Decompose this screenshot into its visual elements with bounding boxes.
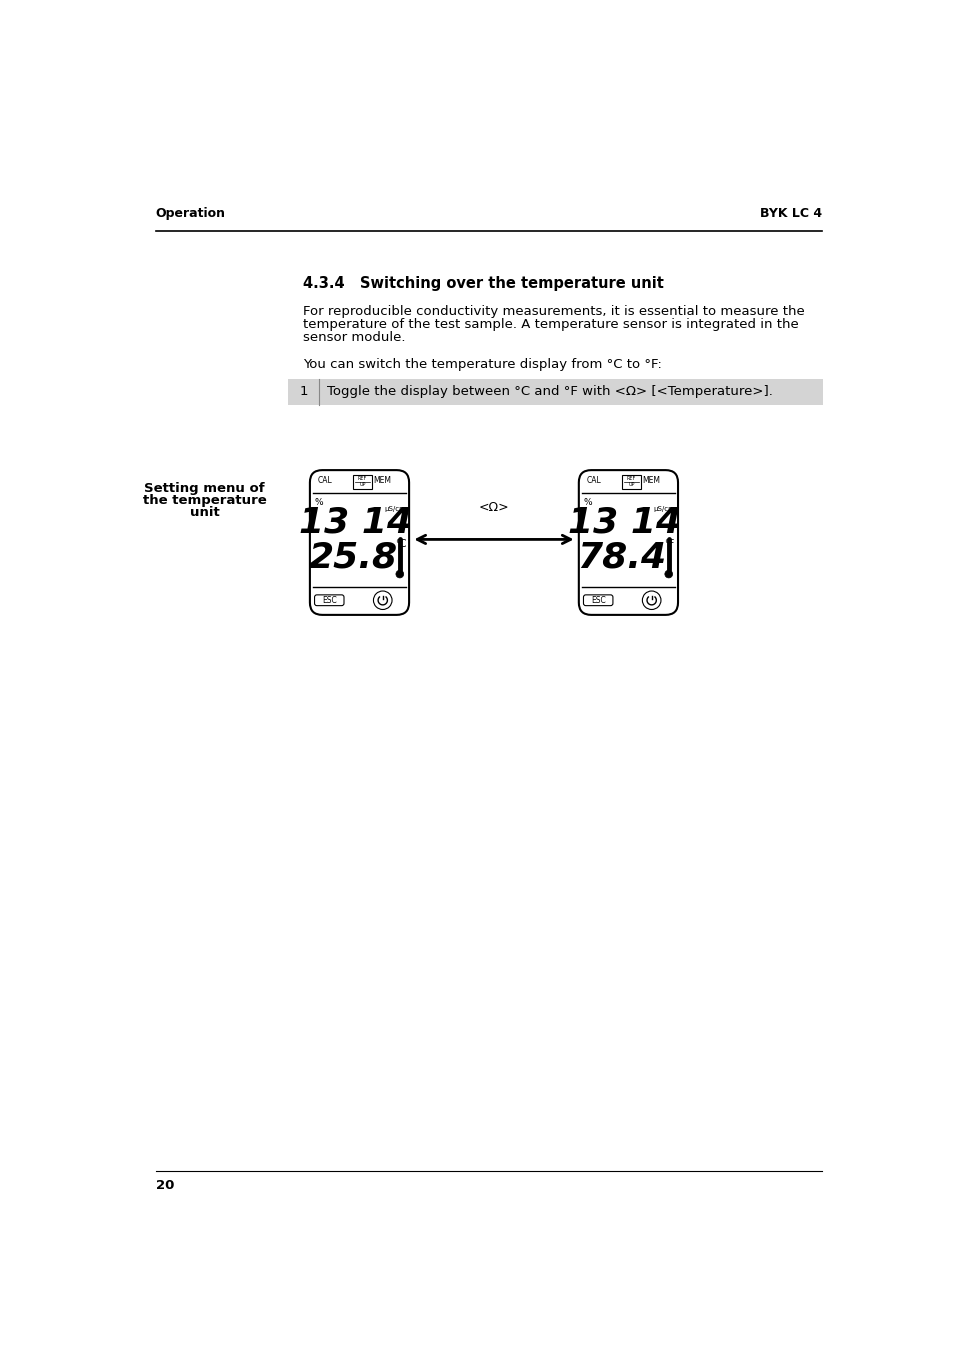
Text: Operation: Operation [155, 207, 226, 220]
Text: REF: REF [626, 477, 636, 481]
Text: μS/cm: μS/cm [384, 505, 406, 512]
Text: 78.4: 78.4 [578, 540, 666, 576]
Bar [288, 380, 822, 405]
Text: <Ω>: <Ω> [477, 501, 508, 513]
Text: 13 14: 13 14 [298, 505, 412, 539]
FancyBboxPatch shape [621, 474, 640, 489]
Text: You can switch the temperature display from °C to °F:: You can switch the temperature display f… [303, 358, 661, 372]
Text: CAL: CAL [317, 477, 333, 485]
Circle shape [395, 570, 403, 578]
Text: unit: unit [190, 507, 219, 519]
Text: BYK LC 4: BYK LC 4 [760, 207, 821, 220]
FancyBboxPatch shape [583, 594, 612, 605]
Circle shape [664, 570, 672, 578]
Text: sensor module.: sensor module. [303, 331, 405, 343]
Text: REF: REF [357, 477, 367, 481]
FancyBboxPatch shape [310, 470, 409, 615]
FancyBboxPatch shape [353, 474, 372, 489]
Text: Setting menu of: Setting menu of [144, 482, 265, 494]
Text: temperature of the test sample. A temperature sensor is integrated in the: temperature of the test sample. A temper… [303, 317, 798, 331]
Text: °C: °C [395, 539, 406, 550]
Text: ESC: ESC [322, 596, 337, 605]
Text: %: % [314, 497, 323, 507]
Text: UP: UP [628, 482, 634, 486]
Text: °F: °F [663, 539, 674, 550]
FancyBboxPatch shape [578, 470, 678, 615]
Text: Toggle the display between °C and °F with <Ω> [<Temperature>].: Toggle the display between °C and °F wit… [327, 385, 772, 397]
Text: MEM: MEM [642, 477, 660, 485]
Text: 4.3.4   Switching over the temperature unit: 4.3.4 Switching over the temperature uni… [303, 276, 663, 290]
Text: μS/cm: μS/cm [653, 505, 674, 512]
Text: the temperature: the temperature [143, 494, 266, 507]
Text: CAL: CAL [586, 477, 601, 485]
Text: ESC: ESC [591, 596, 606, 605]
Text: MEM: MEM [374, 477, 392, 485]
Text: 20: 20 [155, 1179, 173, 1193]
Text: For reproducible conductivity measurements, it is essential to measure the: For reproducible conductivity measuremen… [303, 304, 803, 317]
Text: 13 14: 13 14 [567, 505, 680, 539]
FancyBboxPatch shape [314, 594, 344, 605]
Text: 25.8: 25.8 [309, 540, 397, 576]
Text: UP: UP [359, 482, 365, 486]
Text: 1: 1 [299, 385, 308, 397]
Text: %: % [583, 497, 592, 507]
